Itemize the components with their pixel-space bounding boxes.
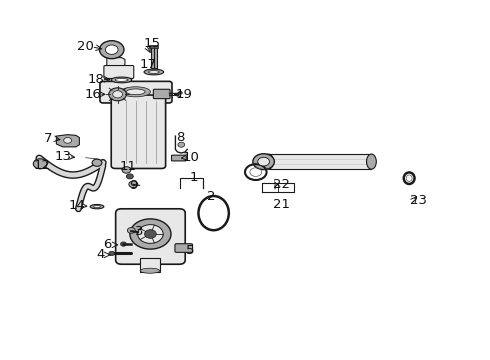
Circle shape xyxy=(121,242,126,246)
Circle shape xyxy=(127,228,135,233)
Ellipse shape xyxy=(111,77,132,83)
Text: 10: 10 xyxy=(183,151,199,164)
FancyBboxPatch shape xyxy=(100,81,172,103)
FancyBboxPatch shape xyxy=(104,66,134,78)
Text: 18: 18 xyxy=(87,73,104,86)
Circle shape xyxy=(126,174,133,179)
Ellipse shape xyxy=(115,78,128,81)
Polygon shape xyxy=(107,58,125,69)
Ellipse shape xyxy=(126,89,145,95)
Circle shape xyxy=(113,91,122,98)
Ellipse shape xyxy=(121,87,150,97)
Text: 4: 4 xyxy=(96,248,105,261)
Ellipse shape xyxy=(367,154,376,169)
Text: 23: 23 xyxy=(411,194,427,207)
Bar xyxy=(149,45,158,48)
Ellipse shape xyxy=(140,268,160,273)
Circle shape xyxy=(130,219,171,249)
Text: 20: 20 xyxy=(77,40,94,53)
Text: 6: 6 xyxy=(103,238,112,251)
FancyBboxPatch shape xyxy=(116,209,185,264)
Ellipse shape xyxy=(94,206,100,208)
Circle shape xyxy=(258,157,270,166)
Text: 13: 13 xyxy=(54,150,71,163)
FancyBboxPatch shape xyxy=(175,244,193,252)
Text: 3: 3 xyxy=(135,225,144,238)
Text: 5: 5 xyxy=(186,244,195,257)
Circle shape xyxy=(105,45,118,54)
Polygon shape xyxy=(56,135,79,147)
Bar xyxy=(151,47,157,68)
Circle shape xyxy=(92,159,102,166)
Circle shape xyxy=(253,154,274,170)
Circle shape xyxy=(122,167,131,173)
Bar xyxy=(269,154,371,169)
Text: 7: 7 xyxy=(44,132,52,145)
Text: 19: 19 xyxy=(175,88,192,101)
Circle shape xyxy=(145,230,156,238)
Circle shape xyxy=(109,251,115,256)
Text: 12: 12 xyxy=(33,159,50,172)
Text: 8: 8 xyxy=(176,131,185,144)
Text: 14: 14 xyxy=(69,199,86,212)
Ellipse shape xyxy=(144,69,164,75)
Text: 15: 15 xyxy=(144,37,160,50)
Circle shape xyxy=(129,181,138,188)
Ellipse shape xyxy=(148,71,159,73)
Circle shape xyxy=(176,94,179,96)
Circle shape xyxy=(109,88,126,101)
Text: 1: 1 xyxy=(189,171,198,184)
Ellipse shape xyxy=(264,154,273,169)
Ellipse shape xyxy=(90,204,104,209)
FancyBboxPatch shape xyxy=(111,95,166,168)
Circle shape xyxy=(178,142,185,147)
FancyBboxPatch shape xyxy=(172,155,186,161)
Circle shape xyxy=(178,91,182,94)
Circle shape xyxy=(64,138,72,143)
Text: 21: 21 xyxy=(273,198,290,211)
Circle shape xyxy=(138,225,163,243)
Text: 11: 11 xyxy=(120,160,137,173)
Text: 2: 2 xyxy=(207,190,216,203)
Text: 9: 9 xyxy=(129,179,138,192)
Text: 17: 17 xyxy=(140,58,157,71)
Circle shape xyxy=(99,41,124,59)
Circle shape xyxy=(33,159,47,169)
Text: 16: 16 xyxy=(85,88,101,101)
FancyBboxPatch shape xyxy=(153,89,170,99)
Text: 22: 22 xyxy=(273,178,290,191)
Bar xyxy=(140,258,160,272)
